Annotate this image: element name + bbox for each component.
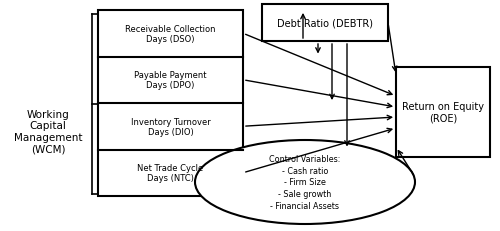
Bar [98,11,243,196]
Text: Working
Capital
Management
(WCM): Working Capital Management (WCM) [14,109,82,154]
Bar [262,5,388,42]
Text: Control Variables:
- Cash ratio
- Firm Size
- Sale growth
- Financial Assets: Control Variables: - Cash ratio - Firm S… [270,154,340,210]
Bar [396,68,490,157]
Text: Receivable Collection
Days (DSO): Receivable Collection Days (DSO) [126,24,216,44]
Ellipse shape [195,140,415,224]
Text: Return on Equity
(ROE): Return on Equity (ROE) [402,102,484,123]
Text: Payable Payment
Days (DPO): Payable Payment Days (DPO) [134,71,207,90]
Text: Debt Ratio (DEBTR): Debt Ratio (DEBTR) [277,18,373,28]
Text: Inventory Turnover
Days (DIO): Inventory Turnover Days (DIO) [130,117,210,136]
Text: Net Trade Cycle
Days (NTC): Net Trade Cycle Days (NTC) [138,163,203,183]
